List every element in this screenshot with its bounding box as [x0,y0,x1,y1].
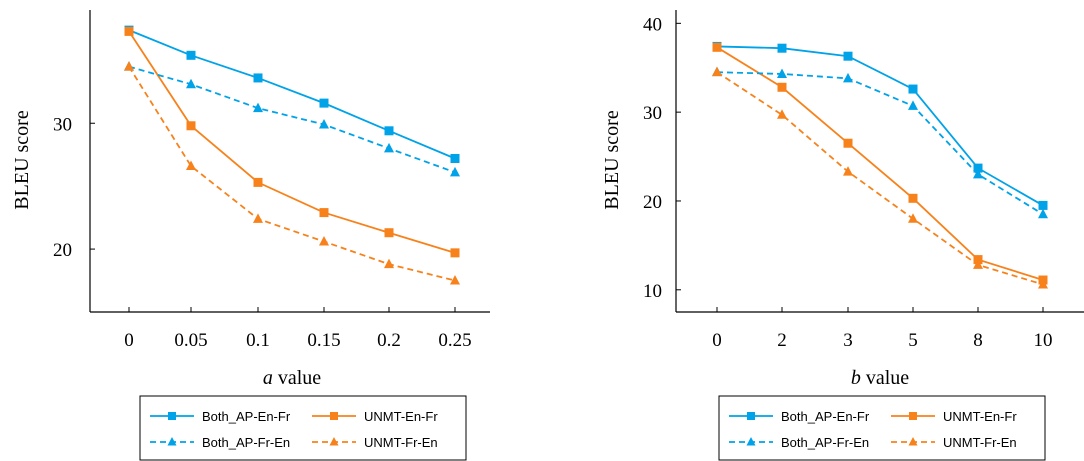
x-tick-label: 0.15 [307,330,340,351]
data-point-marker [777,43,787,53]
legend-label: Both_AP-En-Fr [202,409,291,424]
x-tick-label: 10 [1034,330,1053,351]
data-point-marker [908,100,918,110]
x-tick-label: 0 [712,330,722,351]
legend-marker [167,437,177,446]
data-point-marker [973,168,983,179]
x-tick-label: 2 [777,330,787,351]
y-tick-label: 20 [643,192,662,213]
data-point-marker [319,208,329,218]
series-line-both_ap-fr-en [716,71,1044,216]
x-axis-label-text: value [273,367,321,389]
y-tick-label: 40 [643,14,662,35]
series-line-both_ap-en-fr [128,29,456,160]
legend-label: UNMT-En-Fr [943,409,1017,424]
data-point-marker [450,153,460,163]
y-tick-label: 30 [53,114,72,135]
chart-a-value: 20 30 0 0.05 0.1 0.15 0.2 0.25 BLEU score a value… [11,10,490,461]
legend-label: UNMT-Fr-En [364,435,438,450]
legend-label: UNMT-Fr-En [943,435,1017,450]
data-point-marker [908,213,918,223]
y-tick-label: 10 [643,281,662,302]
data-point-marker [777,109,787,119]
x-tick-label: 0.05 [174,330,207,351]
legend-label: Both_AP-Fr-En [202,435,290,450]
x-axis-label-variable: b [851,367,861,389]
legend-frame [718,395,1046,461]
data-point-marker [319,98,329,108]
legend-marker [747,412,755,420]
data-point-marker [384,258,394,269]
series-line-unmt-fr-en [716,71,1044,286]
data-point-marker [777,68,787,78]
x-axis-label: a value [263,367,321,389]
legend-marker [746,437,756,446]
data-point-marker [253,177,263,187]
data-point-marker [1038,208,1048,219]
y-tick-label: 20 [53,240,72,261]
legend-label: Both_AP-En-Fr [781,409,870,424]
x-tick-label: 0.2 [377,330,401,351]
data-point-marker [973,259,983,269]
data-point-marker [319,119,329,129]
series-line-unmt-en-fr [128,30,456,254]
data-point-marker [712,42,722,52]
data-point-marker [124,61,134,71]
y-tick-label: 30 [643,103,662,124]
legend-marker [329,437,339,446]
data-point-marker [973,163,983,173]
data-point-marker [186,78,196,89]
series-line-both_ap-fr-en [128,65,456,174]
data-point-marker [186,50,196,60]
legend-label: Both_AP-Fr-En [781,435,869,450]
x-tick-label: 3 [843,330,853,351]
series-line-unmt-fr-en [128,66,456,282]
data-point-marker [319,236,329,246]
data-point-marker [253,102,263,113]
legend-marker [168,412,176,420]
data-point-marker [253,213,263,223]
x-axis-label: b value [851,367,909,389]
data-point-marker [450,275,460,285]
x-tick-label: 8 [973,330,983,351]
data-point-marker [1038,200,1048,210]
series-line-both_ap-en-fr [716,45,1044,207]
x-tick-label: 0.25 [438,330,471,351]
legend-frame [139,395,467,461]
y-axis-label: BLEU score [11,110,33,210]
x-axis-label-variable: a [263,367,273,389]
legend-marker [330,412,338,420]
data-point-marker [186,160,196,171]
data-point-marker [712,66,722,77]
legend-label: UNMT-En-Fr [364,409,438,424]
data-point-marker [124,26,134,36]
data-point-marker [843,138,853,148]
chart-b-value: 10 20 30 40 0 2 3 5 8 10 BLEU score b value Both_AP-… [601,10,1084,461]
data-point-marker [186,121,196,131]
legend-marker [909,412,917,420]
data-point-marker [384,142,394,153]
data-point-marker [450,248,460,258]
data-point-marker [1038,278,1048,289]
data-point-marker [908,84,918,94]
legend-marker [908,437,918,446]
data-point-marker [908,193,918,203]
data-point-marker [777,82,787,92]
data-point-marker [384,228,394,238]
data-point-marker [450,166,460,177]
x-axis-label-text: value [861,367,909,389]
x-tick-label: 5 [908,330,918,351]
y-axis-label: BLEU score [601,110,623,210]
data-point-marker [843,51,853,61]
x-tick-label: 0 [124,330,134,351]
data-point-marker [384,126,394,136]
x-tick-label: 0.1 [246,330,270,351]
legend: Both_AP-En-Fr UNMT-En-Fr Both_AP-Fr-En UNMT… [139,395,467,461]
legend: Both_AP-En-Fr UNMT-En-Fr Both_AP-Fr-En UNMT… [718,395,1046,461]
data-point-marker [253,73,263,83]
series-line-unmt-en-fr [716,46,1044,281]
data-point-marker [843,166,853,176]
data-point-marker [843,72,853,83]
